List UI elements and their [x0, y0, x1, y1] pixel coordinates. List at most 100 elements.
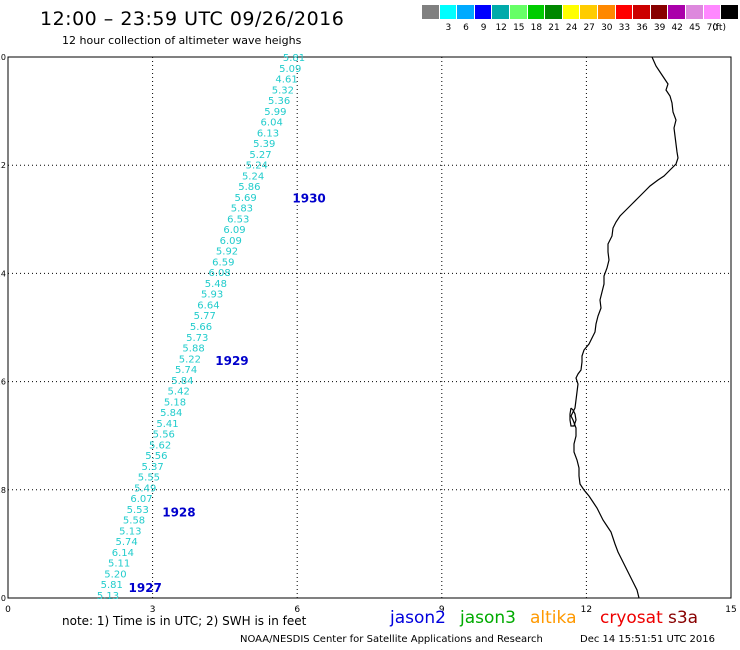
- swh-value: 5.62: [149, 440, 171, 451]
- swh-value: 5.20: [104, 569, 126, 580]
- legend-bin-label: 42: [671, 23, 683, 33]
- legend-bin-label: 27: [583, 23, 595, 33]
- map-title: 12:00 – 23:59 UTC 09/26/2016: [40, 8, 345, 30]
- legend-bin-label: 30: [601, 23, 613, 33]
- swh-value: 5.48: [205, 279, 227, 290]
- y-tick-label: -14: [0, 269, 6, 278]
- x-tick-label: 9: [439, 605, 445, 615]
- sat-legend-altika: altika: [530, 608, 577, 628]
- legend-bin-label: 12: [495, 23, 507, 33]
- altimeter-track: 5.815.094.615.325.365.996.046.135.395.27…: [97, 53, 305, 602]
- map-subtitle: 12 hour collection of altimeter wave hei…: [62, 34, 302, 47]
- legend-bin-label: 21: [548, 23, 560, 33]
- sat-legend-cryosat: cryosat: [600, 608, 663, 628]
- legend-swatch: [703, 5, 722, 19]
- y-tick-label: -20: [0, 594, 6, 603]
- swh-value: 5.22: [179, 354, 201, 365]
- grid: [8, 57, 731, 598]
- swh-value: 5.88: [182, 344, 204, 355]
- swh-value: 6.09: [220, 236, 242, 247]
- legend-swatch: [457, 5, 475, 19]
- footer-credit: NOAA/NESDIS Center for Satellite Applica…: [240, 634, 543, 645]
- swh-value: 6.64: [197, 300, 219, 311]
- legend-swatch: [492, 5, 510, 19]
- swh-value: 5.93: [201, 290, 223, 301]
- pass-time-label: 1927: [129, 581, 162, 595]
- swh-value: 5.74: [175, 365, 197, 376]
- coastline: [570, 56, 679, 599]
- swh-value: 5.49: [134, 483, 156, 494]
- swh-value: 5.74: [115, 537, 137, 548]
- legend-bin-label: 70: [706, 23, 719, 33]
- swh-value: 5.56: [153, 430, 175, 441]
- pass-time-label: 1930: [292, 192, 325, 206]
- legend-bin-label: 33: [618, 23, 631, 33]
- swh-value: 6.09: [223, 225, 245, 236]
- sat-legend-jason3: jason3: [460, 608, 516, 628]
- swh-value: 6.59: [212, 257, 234, 268]
- legend-bin-label: 15: [513, 23, 525, 33]
- y-tick-label: -12: [0, 161, 6, 170]
- y-tick-label: -16: [0, 378, 6, 387]
- swh-value: 5.41: [156, 419, 178, 430]
- legend-bin-label: 3: [445, 23, 452, 33]
- island-outline: [569, 407, 577, 427]
- legend-swatch: [721, 5, 739, 19]
- swh-value: 6.14: [112, 548, 134, 559]
- legend-swatch: [685, 5, 704, 19]
- legend-labels: 3 6 9 12 15 18 21 24 27 30 33 36 39 42 45 70 (ft): [422, 23, 740, 35]
- swh-value: 5.24: [242, 171, 264, 182]
- legend-bin-label: 18: [530, 23, 543, 33]
- sat-legend-s3a: s3a: [668, 608, 699, 628]
- swh-value: 5.55: [138, 473, 160, 484]
- axis-ticks: 0 3 6 9 12 15 -10 -12 -14 -16 -18 -20: [0, 53, 737, 615]
- x-tick-label: 12: [581, 605, 592, 615]
- swh-value: 5.42: [168, 387, 190, 398]
- swh-value: 5.66: [190, 322, 212, 333]
- legend-bin-label: 36: [636, 23, 648, 33]
- legend-swatch: [439, 5, 458, 19]
- swh-value: 5.27: [249, 150, 271, 161]
- y-tick-label: -18: [0, 486, 6, 495]
- swh-value: 5.18: [164, 397, 186, 408]
- swh-value: 5.69: [235, 193, 257, 204]
- swh-value: 5.53: [127, 505, 149, 516]
- legend-swatch: [650, 5, 669, 19]
- time-labels: 1930 1929 1928 1927: [129, 192, 326, 596]
- legend-swatch: [580, 5, 598, 19]
- swh-value: 6.07: [130, 494, 152, 505]
- swh-value: 5.58: [123, 516, 145, 527]
- swh-value: 5.92: [216, 247, 238, 258]
- legend-swatch: [527, 5, 546, 19]
- swh-value: 5.81: [283, 53, 305, 64]
- legend-swatch: [597, 5, 616, 19]
- swh-value: 5.37: [142, 462, 164, 473]
- swh-value: 5.84: [171, 376, 193, 387]
- legend-bin-label: 9: [480, 23, 487, 33]
- pass-time-label: 1928: [162, 505, 195, 519]
- swh-value: 5.56: [145, 451, 167, 462]
- legend-swatch: [615, 5, 634, 19]
- footer-timestamp: Dec 14 15:51:51 UTC 2016: [580, 634, 715, 645]
- legend-unit: (ft): [712, 23, 726, 33]
- swh-value: 5.39: [253, 139, 275, 150]
- swh-value: 5.09: [279, 64, 301, 75]
- x-tick-label: 15: [725, 605, 736, 615]
- swh-value: 5.86: [238, 182, 260, 193]
- legend-bin-label: 39: [653, 23, 666, 33]
- legend-swatches: [422, 5, 740, 19]
- legend-bin-label: 6: [463, 23, 469, 33]
- swh-value: 6.13: [257, 128, 279, 139]
- legend-swatch: [422, 5, 440, 19]
- swh-value: 6.53: [227, 214, 249, 225]
- legend-swatch: [545, 5, 563, 19]
- swh-value: 5.24: [246, 161, 268, 172]
- swh-value: 5.77: [194, 311, 216, 322]
- swh-value: 5.73: [186, 333, 208, 344]
- swh-value: 6.04: [261, 118, 283, 129]
- color-legend: 3 6 9 12 15 18 21 24 27 30 33 36 39 42 45 70 (ft): [422, 5, 740, 37]
- swh-value: 5.32: [272, 85, 294, 96]
- x-tick-label: 0: [5, 605, 11, 615]
- legend-swatch: [633, 5, 651, 19]
